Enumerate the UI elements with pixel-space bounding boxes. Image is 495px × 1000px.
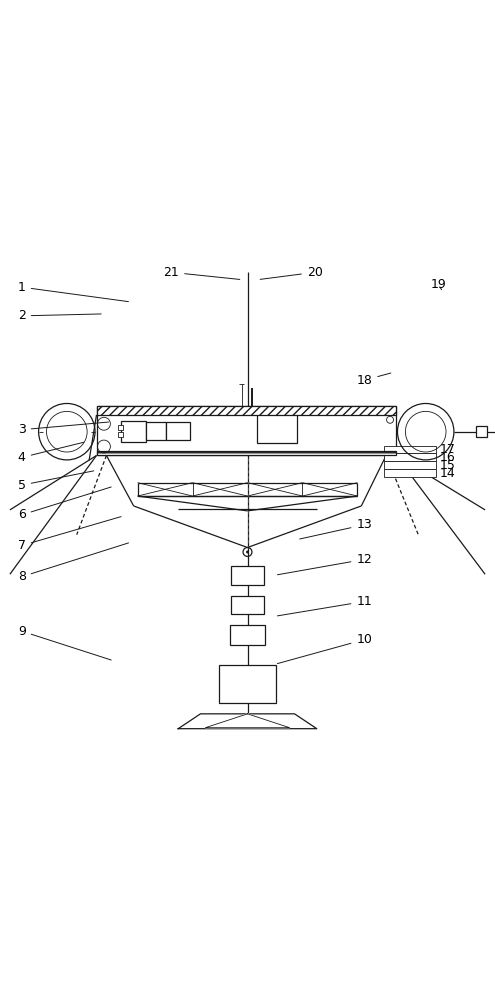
- Text: 7: 7: [18, 517, 121, 552]
- Text: 18: 18: [356, 373, 391, 387]
- Bar: [118, 432, 123, 437]
- Text: 15: 15: [440, 459, 455, 472]
- Bar: [97, 406, 396, 455]
- Bar: [230, 625, 265, 645]
- Circle shape: [246, 550, 249, 553]
- Bar: [118, 425, 123, 430]
- Polygon shape: [178, 714, 317, 729]
- Text: 4: 4: [18, 442, 84, 464]
- Text: 17: 17: [440, 443, 455, 456]
- Polygon shape: [205, 714, 290, 728]
- Text: 6: 6: [18, 487, 111, 521]
- Bar: [97, 450, 396, 455]
- Bar: [121, 421, 146, 442]
- Bar: [384, 469, 436, 477]
- Bar: [231, 566, 264, 585]
- Bar: [146, 422, 166, 440]
- Text: 19: 19: [431, 278, 446, 291]
- Text: 14: 14: [440, 467, 455, 480]
- Text: 12: 12: [278, 553, 372, 575]
- Bar: [231, 596, 264, 614]
- Bar: [476, 426, 487, 437]
- Bar: [166, 422, 190, 440]
- Text: 10: 10: [277, 633, 372, 664]
- Text: 20: 20: [260, 266, 323, 279]
- Bar: [219, 665, 276, 703]
- Bar: [97, 406, 396, 415]
- Bar: [257, 411, 297, 443]
- Text: 21: 21: [163, 266, 240, 279]
- Text: 1: 1: [18, 281, 128, 302]
- Bar: [384, 446, 436, 453]
- Text: 13: 13: [299, 518, 372, 539]
- Text: 16: 16: [440, 451, 455, 464]
- Text: 2: 2: [18, 309, 101, 322]
- Text: 5: 5: [18, 471, 94, 492]
- Bar: [384, 461, 436, 469]
- Text: 8: 8: [18, 543, 129, 583]
- Text: 11: 11: [278, 595, 372, 616]
- Text: 3: 3: [18, 422, 108, 436]
- Text: 9: 9: [18, 625, 111, 660]
- Bar: [384, 453, 436, 461]
